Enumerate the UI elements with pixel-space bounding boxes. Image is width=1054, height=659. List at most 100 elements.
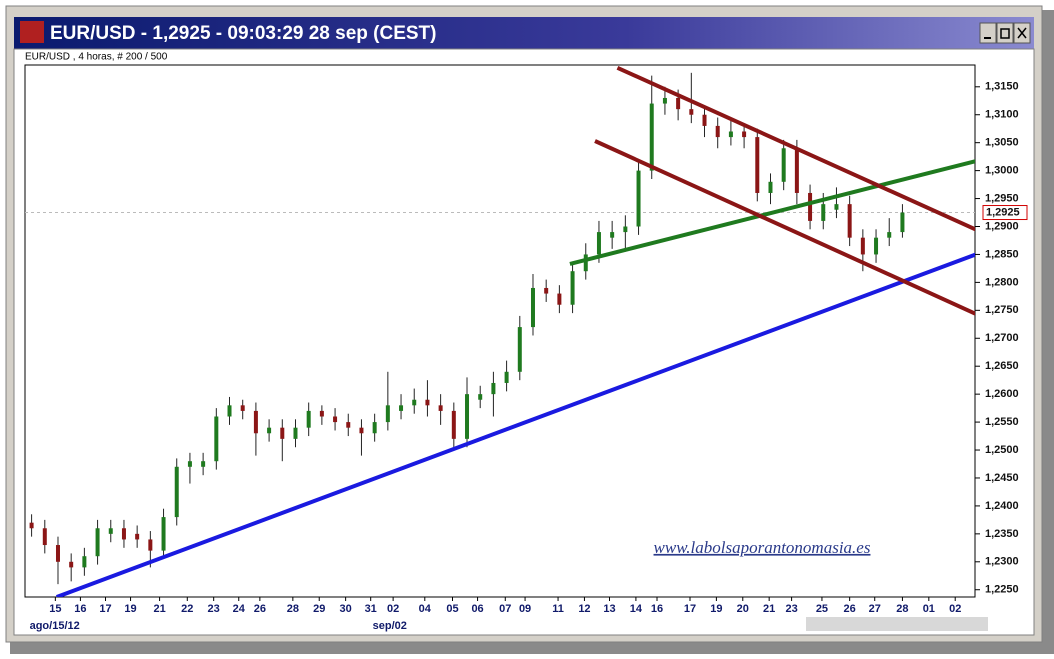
title-bar bbox=[14, 17, 1034, 49]
last-price-label: 1,2925 bbox=[986, 206, 1020, 218]
candle-body bbox=[82, 556, 87, 568]
x-period-label: ago/15/12 bbox=[30, 620, 80, 632]
x-tick-label: 13 bbox=[603, 603, 615, 615]
watermark[interactable]: www.labolsaporantonomasia.es bbox=[654, 538, 871, 557]
candle-body bbox=[517, 327, 522, 372]
candle-body bbox=[860, 237, 865, 255]
x-tick-label: 07 bbox=[499, 603, 511, 615]
candle-body bbox=[240, 405, 245, 411]
candle-body bbox=[465, 394, 470, 439]
x-tick-label: 23 bbox=[785, 603, 797, 615]
x-tick-label: 30 bbox=[340, 603, 352, 615]
candle-body bbox=[570, 271, 575, 305]
x-tick-label: 04 bbox=[419, 603, 432, 615]
candle-body bbox=[623, 226, 628, 233]
x-tick-label: 16 bbox=[651, 603, 663, 615]
x-tick-label: 24 bbox=[233, 603, 246, 615]
candle-body bbox=[900, 212, 905, 233]
y-tick-label: 1,2400 bbox=[985, 500, 1019, 512]
trendline bbox=[594, 139, 975, 316]
y-tick-label: 1,3050 bbox=[985, 137, 1019, 149]
candle-body bbox=[887, 232, 892, 238]
x-tick-label: 06 bbox=[471, 603, 483, 615]
candle-body bbox=[491, 382, 496, 395]
candle-body bbox=[530, 287, 535, 328]
x-tick-label: 31 bbox=[365, 603, 377, 615]
candle-body bbox=[161, 517, 166, 551]
candle-body bbox=[847, 204, 852, 238]
x-tick-label: 19 bbox=[710, 603, 722, 615]
candle-body bbox=[583, 254, 588, 272]
candle-body bbox=[478, 394, 483, 400]
x-tick-label: 17 bbox=[99, 603, 111, 615]
y-tick-label: 1,2650 bbox=[985, 360, 1019, 372]
y-tick-label: 1,2350 bbox=[985, 528, 1019, 540]
y-tick-label: 1,2900 bbox=[985, 220, 1019, 232]
x-tick-label: 02 bbox=[387, 603, 399, 615]
candle-body bbox=[319, 410, 324, 417]
candle-body bbox=[451, 410, 456, 439]
candle-body bbox=[702, 114, 707, 126]
candle-body bbox=[148, 539, 153, 551]
x-tick-label: 29 bbox=[313, 603, 325, 615]
candle-body bbox=[333, 416, 338, 423]
plot-area bbox=[24, 64, 976, 598]
candle-body bbox=[742, 131, 747, 138]
minimize-button[interactable] bbox=[979, 22, 997, 44]
candle-body bbox=[121, 528, 126, 540]
restore-button[interactable] bbox=[996, 22, 1014, 44]
app-icon bbox=[20, 21, 44, 43]
y-tick-label: 1,2450 bbox=[985, 472, 1019, 484]
candle-body bbox=[280, 427, 285, 439]
candle-body bbox=[69, 561, 74, 568]
candle-body bbox=[187, 461, 192, 467]
x-tick-label: 19 bbox=[124, 603, 136, 615]
x-tick-label: 26 bbox=[844, 603, 856, 615]
candle-body bbox=[346, 422, 351, 428]
candle-body bbox=[781, 148, 786, 182]
x-tick-label: 17 bbox=[684, 603, 696, 615]
x-tick-label: 22 bbox=[181, 603, 193, 615]
candle-body bbox=[174, 466, 179, 518]
trendline bbox=[569, 159, 975, 266]
candle-body bbox=[596, 232, 601, 255]
y-tick-label: 1,3100 bbox=[985, 109, 1019, 121]
candle-body bbox=[42, 528, 47, 546]
candle-body bbox=[649, 103, 654, 171]
candle-body bbox=[874, 237, 879, 255]
y-tick-label: 1,2550 bbox=[985, 416, 1019, 428]
candle-body bbox=[372, 422, 377, 434]
candle-body bbox=[689, 109, 694, 115]
x-tick-label: 09 bbox=[519, 603, 531, 615]
scrollbar[interactable] bbox=[806, 617, 988, 631]
candle-body bbox=[306, 410, 311, 428]
candle-body bbox=[399, 405, 404, 411]
y-tick-label: 1,2300 bbox=[985, 556, 1019, 568]
candle-body bbox=[29, 522, 34, 529]
y-tick-label: 1,2500 bbox=[985, 444, 1019, 456]
x-tick-label: 25 bbox=[816, 603, 828, 615]
candle-body bbox=[385, 405, 390, 423]
trendline bbox=[616, 65, 975, 232]
x-tick-label: 14 bbox=[630, 603, 643, 615]
x-period-label: sep/02 bbox=[373, 620, 407, 632]
x-tick-label: 01 bbox=[923, 603, 935, 615]
x-tick-label: 15 bbox=[49, 603, 61, 615]
candle-body bbox=[610, 232, 615, 238]
candle-body bbox=[227, 405, 232, 417]
x-tick-label: 16 bbox=[74, 603, 86, 615]
candle-body bbox=[412, 399, 417, 406]
candle-body bbox=[544, 287, 549, 294]
y-tick-label: 1,2950 bbox=[985, 192, 1019, 204]
candle-body bbox=[438, 405, 443, 411]
candle-body bbox=[267, 427, 272, 434]
x-tick-label: 20 bbox=[737, 603, 749, 615]
y-tick-label: 1,2700 bbox=[985, 332, 1019, 344]
x-tick-label: 21 bbox=[153, 603, 165, 615]
candle-body bbox=[768, 181, 773, 193]
candle-body bbox=[425, 399, 430, 406]
candle-body bbox=[135, 533, 140, 540]
window-buttons[interactable] bbox=[979, 22, 1031, 44]
candle-body bbox=[636, 170, 641, 227]
